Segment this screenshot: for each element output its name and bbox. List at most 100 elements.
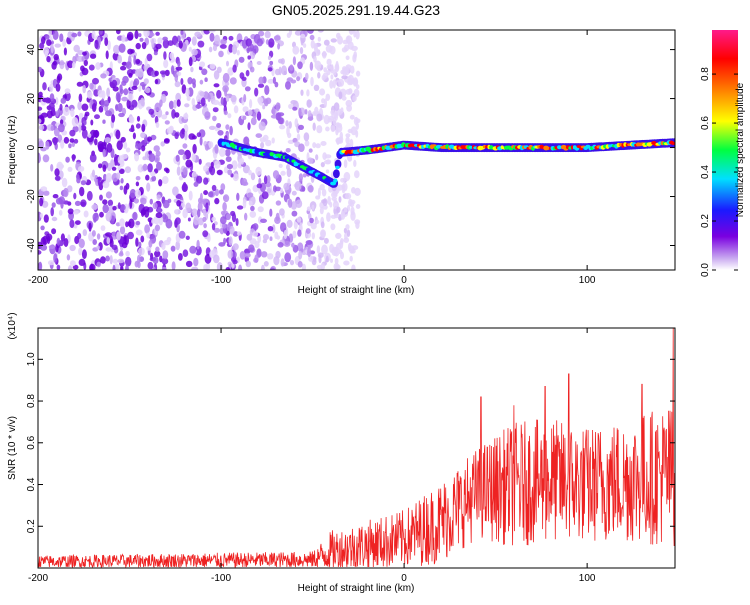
noise-blob xyxy=(55,110,59,117)
noise-blob xyxy=(285,120,289,127)
noise-blob xyxy=(60,139,65,149)
noise-blob xyxy=(63,187,69,198)
noise-blob xyxy=(332,116,337,126)
noise-blob xyxy=(316,245,321,254)
noise-blob xyxy=(42,154,50,163)
noise-blob xyxy=(126,99,131,109)
noise-blob xyxy=(125,264,129,270)
noise-blob xyxy=(300,33,306,39)
noise-blob xyxy=(92,77,99,85)
noise-blob xyxy=(345,88,353,95)
snr-plot: -200 -100 0 100 0.2 0.4 0.6 0.8 1.0 Height of s… xyxy=(7,312,676,594)
noise-blob xyxy=(298,250,303,260)
noise-blob xyxy=(300,36,304,46)
snr-x-tick-label: -100 xyxy=(211,573,231,584)
colorbar-tick-label: 0.6 xyxy=(700,116,711,130)
noise-blob xyxy=(112,264,116,270)
noise-blob xyxy=(43,190,50,196)
noise-blob xyxy=(345,64,352,70)
signal-point xyxy=(335,165,340,170)
noise-blob xyxy=(191,98,196,107)
noise-blob xyxy=(125,256,132,267)
snr-y-tick-label: 0.8 xyxy=(26,394,37,408)
noise-blob xyxy=(99,30,103,35)
noise-blob xyxy=(279,124,286,130)
noise-blob xyxy=(123,88,129,96)
spectrogram-x-tick-label: 0 xyxy=(401,275,407,286)
noise-blob xyxy=(38,106,43,111)
noise-blob xyxy=(271,137,275,144)
noise-blob xyxy=(294,181,302,191)
noise-blob xyxy=(332,79,336,89)
noise-blob xyxy=(355,221,360,229)
noise-blob xyxy=(50,207,54,217)
noise-blob xyxy=(207,234,211,243)
noise-blob xyxy=(306,206,311,212)
noise-blob xyxy=(166,126,174,135)
noise-blob xyxy=(111,114,116,123)
noise-blob xyxy=(154,70,159,77)
noise-blob xyxy=(195,104,202,109)
noise-blob xyxy=(75,220,81,226)
noise-blob xyxy=(232,173,239,182)
snr-marks xyxy=(38,328,675,568)
noise-blob xyxy=(214,188,219,197)
colorbar-tick-label: 0.2 xyxy=(700,214,711,228)
noise-blob xyxy=(301,186,306,192)
noise-blob xyxy=(267,55,272,61)
noise-blob xyxy=(230,94,237,103)
noise-blob xyxy=(143,78,149,85)
noise-blob xyxy=(38,261,43,270)
noise-blob xyxy=(39,197,44,207)
noise-blob xyxy=(261,191,269,200)
noise-blob xyxy=(123,234,127,245)
snr-x-axis: -200 -100 0 100 xyxy=(28,328,596,584)
noise-blob xyxy=(162,36,168,41)
noise-blob xyxy=(230,210,236,217)
noise-blob xyxy=(339,240,344,249)
noise-blob xyxy=(191,135,197,140)
noise-blob xyxy=(203,165,209,172)
noise-blob xyxy=(309,217,314,224)
noise-blob xyxy=(165,111,169,116)
noise-blob xyxy=(176,166,181,176)
noise-blob xyxy=(225,156,232,163)
snr-y-scale-label: (x10⁴) xyxy=(7,312,18,339)
noise-blob xyxy=(355,84,360,90)
snr-x-tick-label: 0 xyxy=(401,573,407,584)
colorbar: 0.0 0.2 0.4 0.6 0.8 Normalized spectral ampl… xyxy=(700,30,746,277)
noise-blob xyxy=(197,208,201,218)
noise-blob xyxy=(139,37,144,42)
noise-blob xyxy=(86,190,93,201)
noise-blob xyxy=(329,45,336,55)
noise-blob xyxy=(236,192,240,201)
noise-blob xyxy=(267,78,274,84)
noise-blob xyxy=(149,198,153,205)
snr-y-axis: 0.2 0.4 0.6 0.8 1.0 xyxy=(26,352,675,533)
noise-blob xyxy=(315,195,321,200)
noise-blob xyxy=(307,157,314,164)
noise-blob xyxy=(287,139,295,144)
noise-blob xyxy=(81,55,85,62)
noise-blob xyxy=(320,141,327,146)
noise-blob xyxy=(227,113,232,119)
noise-blob xyxy=(79,186,85,197)
noise-blob xyxy=(185,235,190,240)
noise-blob xyxy=(227,169,233,176)
noise-blob xyxy=(48,102,55,111)
noise-blob xyxy=(170,245,176,252)
noise-blob xyxy=(121,80,127,86)
noise-blob xyxy=(341,95,347,101)
noise-blob xyxy=(292,45,300,55)
noise-blob xyxy=(174,73,179,83)
noise-blob xyxy=(119,204,126,211)
noise-blob xyxy=(144,87,151,94)
noise-blob xyxy=(286,167,292,178)
noise-blob xyxy=(233,105,239,114)
noise-blob xyxy=(73,192,77,200)
noise-blob xyxy=(189,245,197,254)
noise-blob xyxy=(47,260,55,266)
noise-blob xyxy=(197,217,204,226)
noise-blob xyxy=(67,185,73,193)
noise-blob xyxy=(335,264,341,270)
